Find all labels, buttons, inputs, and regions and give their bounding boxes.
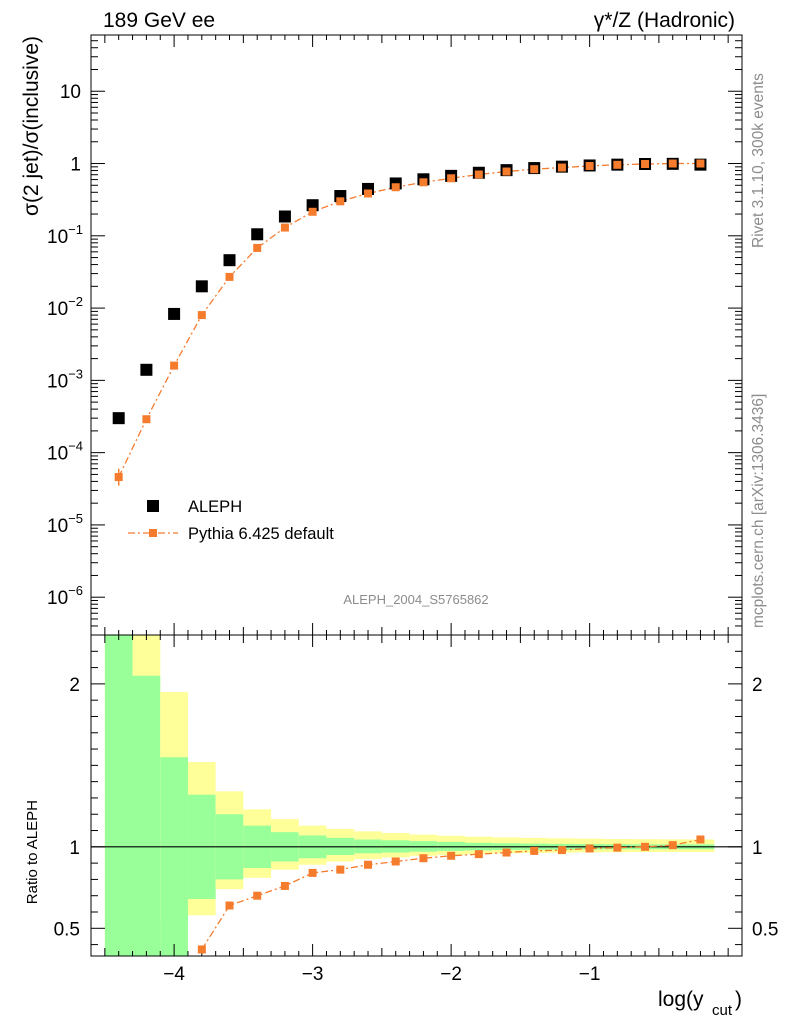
pythia-point	[502, 167, 511, 176]
x-axis-title-sub: cut	[712, 1002, 733, 1019]
ratio-y-axis-title: Ratio to ALEPH	[24, 800, 41, 904]
ratio-pythia-point	[668, 841, 677, 850]
x-axis-title-close: )	[735, 988, 742, 1011]
y-tick-label-upper: 10−3	[47, 366, 83, 392]
ratio-band-inner	[160, 757, 188, 956]
pythia-point	[114, 473, 123, 482]
aleph-point	[112, 412, 125, 425]
upper-frame	[90, 34, 743, 636]
pythia-point	[225, 272, 234, 281]
pythia-point	[170, 361, 179, 370]
pythia-point	[696, 159, 705, 168]
pythia-point	[142, 415, 151, 424]
pythia-point	[613, 160, 622, 169]
aleph-point	[223, 254, 236, 267]
pythia-point	[474, 170, 483, 179]
ratio-pythia-point	[502, 848, 511, 857]
ratio-frame	[90, 634, 743, 957]
pythia-line	[118, 162, 701, 478]
y-tick-label-upper: 10	[60, 82, 81, 103]
ratio-pythia-point	[585, 844, 594, 853]
y-tick-label-ratio: 1	[69, 838, 80, 859]
ratio-band-inner	[104, 635, 133, 956]
header-right-title: γ*/Z (Hadronic)	[594, 9, 735, 32]
x-axis-title: log(y cut )	[658, 988, 742, 1019]
ratio-pythia-point	[308, 868, 317, 877]
upper-plot: 10 1 10−1 10−2 10−3 10−4 10−5 10−6	[47, 34, 743, 636]
pythia-point	[557, 163, 566, 172]
ratio-pythia-point	[280, 881, 289, 890]
ratio-plot: −4 −3 −2 −1 0.5 0.5 1 1 2 2	[54, 634, 778, 985]
ratio-pythia-point	[641, 842, 650, 851]
header-left-title: 189 GeV ee	[103, 9, 215, 32]
legend-marker-aleph	[147, 500, 159, 512]
y-tick-label-upper: 10−6	[47, 583, 83, 609]
ratio-pythia-point	[474, 850, 483, 859]
y-tick-label-upper: 10−4	[47, 439, 83, 465]
aleph-point	[251, 228, 264, 241]
ratio-pythia-point	[447, 851, 456, 860]
pythia-point	[391, 183, 400, 192]
x-tick-label: −1	[579, 964, 601, 985]
pythia-point	[668, 159, 677, 168]
pythia-point	[585, 161, 594, 170]
x-axis-title-main: log(y	[658, 988, 704, 1011]
legend-marker-pythia	[149, 529, 157, 537]
pythia-point	[197, 311, 206, 320]
legend-label-aleph: ALEPH	[188, 498, 242, 516]
y-tick-label-ratio: 0.5	[54, 919, 80, 940]
rivet-version-label: Rivet 3.1.10, 300k events	[750, 73, 767, 248]
y-tick-label-upper: 10−1	[47, 222, 83, 248]
y-tick-label-ratio-right: 0.5	[752, 919, 778, 940]
ratio-pythia-point	[391, 857, 400, 866]
pythia-point	[253, 243, 262, 252]
pythia-point	[447, 174, 456, 183]
ratio-pythia-point	[696, 835, 705, 844]
x-tick-label: −2	[440, 964, 462, 985]
ratio-pythia-point	[225, 901, 234, 910]
pythia-point	[530, 165, 539, 174]
pythia-point	[641, 159, 650, 168]
ratio-pythia-point	[197, 945, 206, 954]
ratio-pythia-point	[613, 843, 622, 852]
pythia-point	[280, 223, 289, 232]
y-tick-label-ratio-right: 2	[752, 675, 763, 696]
aleph-point	[140, 363, 153, 376]
y-tick-label-ratio-right: 1	[752, 838, 763, 859]
ratio-band-inner	[132, 675, 161, 956]
y-tick-label-upper: 10−5	[47, 511, 83, 537]
ratio-pythia-point	[253, 891, 262, 900]
x-tick-label: −3	[302, 964, 324, 985]
pythia-point	[308, 207, 317, 216]
ratio-pythia-point	[557, 846, 566, 855]
pythia-point	[364, 189, 373, 198]
y-tick-label-upper: 1	[70, 155, 81, 176]
legend: ALEPH Pythia 6.425 default	[128, 498, 334, 543]
analysis-label: ALEPH_2004_S5765862	[343, 592, 488, 607]
legend-label-pythia: Pythia 6.425 default	[188, 525, 334, 543]
mcplots-label: mcplots.cern.ch [arXiv:1306.3436]	[750, 394, 767, 628]
y-tick-label-ratio: 2	[69, 675, 80, 696]
y-tick-label-upper: 10−2	[47, 294, 83, 320]
x-tick-label: −4	[163, 964, 185, 985]
pythia-point	[419, 178, 428, 187]
ratio-pythia-point	[530, 846, 539, 855]
upper-y-axis-title: σ(2 jet)/σ(inclusive)	[20, 36, 43, 216]
pythia-point	[336, 197, 345, 206]
ratio-pythia-point	[364, 860, 373, 869]
ratio-pythia-point	[336, 865, 345, 874]
aleph-point	[278, 210, 291, 223]
aleph-point	[195, 280, 208, 293]
aleph-point	[168, 307, 181, 320]
ratio-pythia-point	[419, 854, 428, 863]
